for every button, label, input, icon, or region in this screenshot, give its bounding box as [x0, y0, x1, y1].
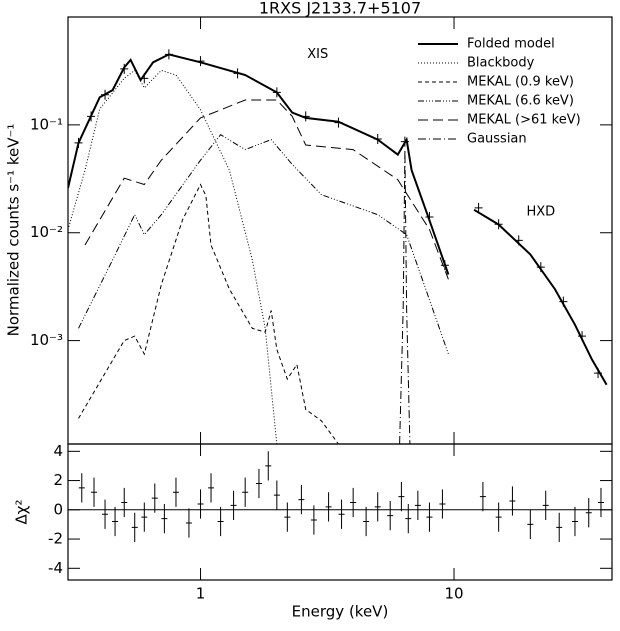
series-line — [399, 149, 411, 444]
plot-area — [68, 49, 608, 444]
data-point — [578, 331, 587, 342]
error-bar — [426, 502, 433, 532]
data-point — [140, 73, 149, 84]
error-bar — [338, 499, 345, 529]
y-tick-label: 10⁻¹ — [30, 115, 63, 133]
data-point — [400, 136, 409, 147]
error-bar — [121, 487, 128, 518]
data-point — [87, 111, 96, 122]
error-bar — [185, 508, 192, 538]
chart-title: 1RXS J2133.7+5107 — [259, 0, 421, 18]
legend-label: Blackbody — [467, 56, 535, 71]
error-bar — [527, 509, 534, 540]
data-point — [334, 117, 343, 128]
error-bar — [131, 512, 138, 542]
error-bar — [112, 506, 119, 537]
error-bar — [197, 489, 204, 519]
data-point — [514, 235, 523, 246]
error-bar — [414, 490, 421, 521]
error-bar — [495, 502, 502, 532]
error-bar — [78, 473, 85, 503]
error-bar — [161, 503, 168, 534]
error-bar — [350, 487, 357, 518]
y-tick-label: 0 — [53, 500, 63, 518]
error-bar — [439, 489, 446, 519]
error-bar — [398, 482, 405, 512]
series-line — [68, 69, 278, 444]
x-axis-label: Energy (keV) — [292, 603, 389, 621]
data-point — [164, 49, 173, 60]
error-bar — [91, 477, 98, 507]
data-point — [74, 137, 83, 148]
annotation: HXD — [526, 205, 555, 220]
error-bar — [208, 473, 215, 503]
error-bar — [230, 490, 237, 521]
y-tick-label: 10⁻² — [30, 223, 63, 241]
annotation: XIS — [307, 47, 328, 62]
data-point — [594, 368, 603, 379]
error-bar — [242, 477, 249, 507]
error-bar — [479, 482, 486, 512]
error-bar — [556, 512, 563, 542]
error-bar — [374, 492, 381, 522]
plot-frame — [67, 443, 613, 581]
error-bar — [597, 487, 604, 518]
data-point — [425, 211, 434, 222]
legend-label: MEKAL (0.9 keV) — [467, 75, 574, 90]
data-point — [301, 111, 310, 122]
data-point — [233, 68, 242, 79]
data-point — [272, 87, 281, 98]
y-axis-label: Normalized counts s⁻¹ keV⁻¹ — [5, 124, 23, 337]
data-point — [474, 202, 483, 213]
error-bar — [325, 492, 332, 522]
data-point — [536, 262, 545, 273]
error-bar — [542, 490, 549, 521]
series-line — [78, 183, 339, 444]
error-bar — [273, 480, 280, 510]
plot-area — [78, 451, 604, 542]
data-point — [120, 63, 129, 74]
error-bar — [265, 451, 272, 481]
y-tick-label: 4 — [53, 442, 63, 460]
series-line — [84, 99, 608, 385]
error-bar — [405, 503, 412, 534]
error-bar — [363, 506, 370, 537]
y-tick-label: -2 — [48, 530, 63, 548]
y-axis-label: Δχ² — [13, 500, 31, 525]
data-point — [101, 89, 110, 100]
x-tick-label: 10 — [444, 585, 463, 603]
series-line — [78, 134, 449, 355]
legend-label: MEKAL (6.6 keV) — [467, 94, 574, 109]
data-point — [494, 219, 503, 230]
legend-label: Folded model — [467, 37, 555, 52]
data-point — [196, 56, 205, 67]
y-tick-label: 2 — [53, 471, 63, 489]
error-bar — [255, 468, 262, 499]
legend-label: MEKAL (>61 keV) — [467, 113, 581, 128]
legend-label: Gaussian — [467, 132, 527, 147]
error-bar — [102, 499, 109, 529]
x-tick-label: 1 — [196, 585, 206, 603]
data-point — [373, 133, 382, 144]
error-bar — [585, 498, 592, 528]
y-tick-label: -4 — [48, 559, 63, 577]
data-point — [559, 296, 568, 307]
error-bar — [509, 486, 516, 516]
error-bar — [284, 502, 291, 532]
error-bar — [172, 477, 179, 507]
error-bar — [571, 506, 578, 537]
error-bar — [387, 501, 394, 531]
data-point — [440, 260, 449, 271]
y-tick-label: 10⁻³ — [30, 331, 63, 349]
error-bar — [141, 502, 148, 532]
error-bar — [151, 483, 158, 513]
error-bar — [217, 506, 224, 537]
